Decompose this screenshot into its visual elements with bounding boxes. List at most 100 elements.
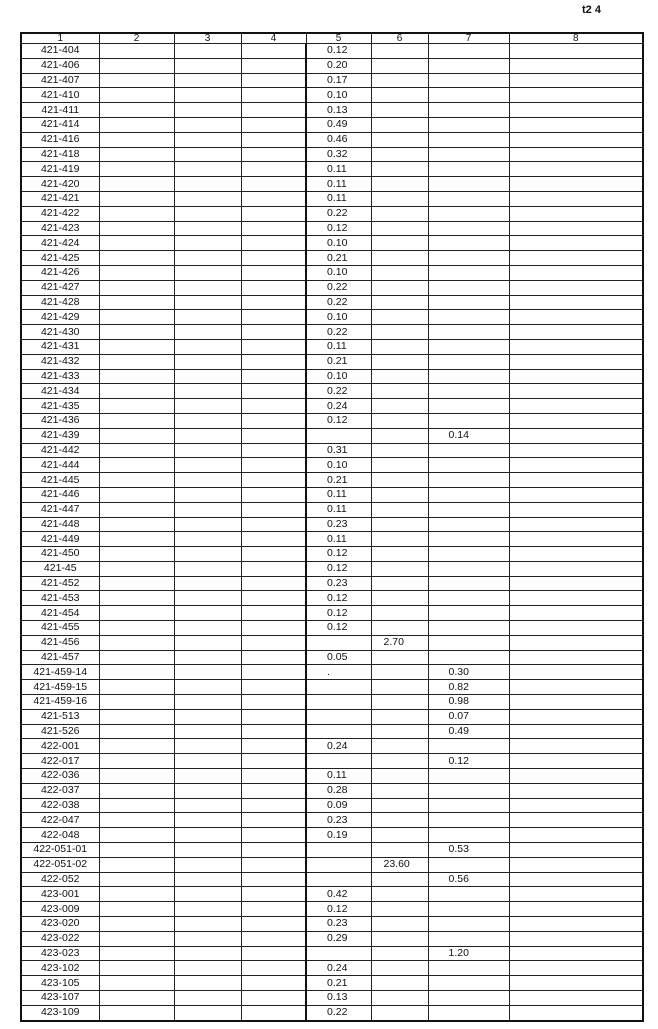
row-id-cell: 421-428 [20, 294, 100, 311]
value-cell [370, 679, 429, 696]
value-cell: 0.46 [305, 131, 372, 148]
value-cell [98, 368, 175, 385]
value-cell [240, 205, 307, 222]
value-cell [173, 797, 242, 814]
value-cell: 0.21 [305, 472, 372, 488]
value-cell [508, 72, 644, 89]
value-cell [240, 250, 307, 266]
value-cell [508, 664, 644, 681]
value-cell: 0.07 [427, 708, 510, 725]
value-cell [508, 901, 644, 918]
value-cell [370, 812, 429, 829]
table-row: 421-526 0.49 [20, 723, 644, 740]
value-cell [427, 353, 510, 370]
table-row: 421-450 0.12 [20, 546, 644, 562]
value-cell [240, 930, 307, 947]
table-row: 421-454 0.12 [20, 605, 644, 622]
value-cell [173, 945, 242, 962]
value-cell [98, 190, 175, 207]
value-cell [98, 856, 175, 873]
value-cell [240, 116, 307, 133]
value-cell [98, 442, 175, 459]
value-cell: 0.12 [305, 590, 372, 607]
value-cell [508, 190, 644, 207]
value-cell: 0.12 [427, 753, 510, 770]
value-cell [240, 605, 307, 622]
value-cell [98, 457, 175, 474]
value-cell [173, 916, 242, 932]
value-cell [370, 960, 429, 977]
value-cell [240, 486, 307, 503]
value-cell [370, 768, 429, 784]
value-cell [370, 116, 429, 133]
value-cell [240, 531, 307, 548]
value-cell [173, 264, 242, 281]
row-id-cell: 423-022 [20, 930, 100, 947]
value-cell: 0.98 [427, 694, 510, 710]
value-cell [370, 412, 429, 429]
value-cell: 0.11 [305, 190, 372, 207]
value-cell: 0.11 [305, 161, 372, 178]
value-cell [98, 708, 175, 725]
value-cell [173, 353, 242, 370]
value-cell [98, 294, 175, 311]
row-id-cell: 421-444 [20, 457, 100, 474]
row-id-cell: 421-436 [20, 412, 100, 429]
value-cell [173, 161, 242, 178]
value-cell [98, 353, 175, 370]
value-cell: 0.10 [305, 368, 372, 385]
row-id-cell: 421-429 [20, 309, 100, 326]
row-id-cell: 421-416 [20, 131, 100, 148]
value-cell: 0.11 [305, 531, 372, 548]
value-cell [427, 324, 510, 340]
value-cell [508, 812, 644, 829]
table-row: 421-410 0.10 [20, 87, 644, 104]
row-id-cell: 423-107 [20, 990, 100, 1006]
value-cell [427, 176, 510, 192]
row-id-cell: 421-453 [20, 590, 100, 607]
value-cell: 0.53 [427, 842, 510, 858]
value-cell [98, 279, 175, 296]
value-cell [173, 546, 242, 562]
table-row: 421-428 0.22 [20, 294, 644, 311]
row-id-cell: 422-047 [20, 812, 100, 829]
value-cell [98, 975, 175, 991]
value-cell [98, 945, 175, 962]
row-id-cell: 422-051-01 [20, 842, 100, 858]
value-cell [240, 383, 307, 400]
value-cell [98, 871, 175, 888]
row-id-cell: 423-109 [20, 1004, 100, 1022]
column-header: 4 [240, 32, 307, 44]
row-id-cell: 421-411 [20, 102, 100, 118]
row-id-cell: 422-052 [20, 871, 100, 888]
value-cell [427, 620, 510, 636]
value-cell [305, 694, 372, 710]
value-cell [427, 102, 510, 118]
value-cell [508, 398, 644, 414]
value-cell [240, 57, 307, 74]
table-row: 421-442 0.31 [20, 442, 644, 459]
value-cell [98, 916, 175, 932]
value-cell: 0.31 [305, 442, 372, 459]
value-cell [240, 43, 307, 59]
value-cell [173, 975, 242, 991]
value-cell: 0.23 [305, 916, 372, 932]
table-row: 422-001 0.24 [20, 738, 644, 755]
value-cell [173, 560, 242, 577]
value-cell [427, 412, 510, 429]
value-cell [240, 812, 307, 829]
value-cell [98, 324, 175, 340]
value-cell: 0.22 [305, 383, 372, 400]
table-row: 421-414 0.49 [20, 116, 644, 133]
table-row: 422-036 0.11 [20, 768, 644, 784]
row-id-cell: 421-445 [20, 472, 100, 488]
table-row: 421-455 0.12 [20, 620, 644, 636]
value-cell [427, 827, 510, 844]
table-row: 422-048 0.19 [20, 827, 644, 844]
table-row: 421-422 0.22 [20, 205, 644, 222]
value-cell [508, 427, 644, 444]
value-cell [173, 220, 242, 237]
table-row: 421-430 0.22 [20, 324, 644, 340]
value-cell [370, 383, 429, 400]
value-cell [370, 102, 429, 118]
